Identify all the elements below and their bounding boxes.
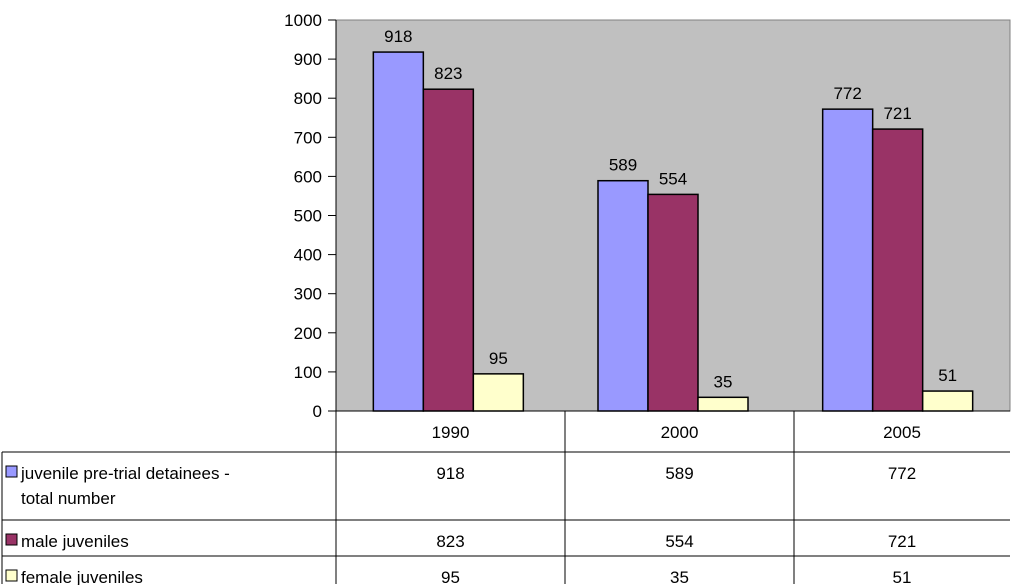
y-tick-label-200: 200 <box>294 324 322 343</box>
data-table: 1990 2000 2005 juvenile pre-trial detainees… <box>1 410 1010 585</box>
y-tick-label-900: 900 <box>294 50 322 69</box>
y-tick-label-600: 600 <box>294 167 322 186</box>
bar-1990-series-0 <box>372 51 425 412</box>
table-value-series-2-1990: 95 <box>441 568 460 585</box>
category-label-2000: 2000 <box>661 423 699 442</box>
bar-2005-series-1 <box>871 128 924 412</box>
table-value-series-1-1990: 823 <box>436 532 464 551</box>
y-tick-label-400: 400 <box>294 246 322 265</box>
legend-label-series-1-line-0: male juveniles <box>21 532 129 551</box>
data-label-2000-series-0: 589 <box>609 156 637 175</box>
legend-key-series-1 <box>5 533 18 546</box>
data-label-2005-series-0: 772 <box>833 84 861 103</box>
bar-2000-series-1 <box>647 193 699 412</box>
table-value-series-1-2005: 721 <box>888 532 916 551</box>
y-tick-label-500: 500 <box>294 207 322 226</box>
table-value-series-2-2000: 35 <box>670 568 689 585</box>
y-tick-label-300: 300 <box>294 285 322 304</box>
bar-2000-series-2 <box>697 396 749 412</box>
y-tick-label-700: 700 <box>294 128 322 147</box>
legend-label-series-0-line-0: juvenile pre-trial detainees - <box>20 464 230 483</box>
y-tick-label-800: 800 <box>294 89 322 108</box>
legend-key-series-0 <box>5 465 18 478</box>
y-tick-label-1000: 1000 <box>284 11 322 30</box>
bar-1990-series-2 <box>472 373 525 412</box>
y-axis: 0 100 200 300 400 500 600 700 800 900 1000 <box>284 11 337 421</box>
bar-1990-series-1 <box>422 88 475 412</box>
category-label-1990: 1990 <box>432 423 470 442</box>
category-label-2005: 2005 <box>883 423 921 442</box>
data-labels: 918 823 95 589 554 35 772 721 51 <box>384 27 957 391</box>
y-tick-label-0: 0 <box>313 402 322 421</box>
bars-layer <box>372 51 974 412</box>
table-value-series-0-2005: 772 <box>888 464 916 483</box>
data-label-2005-series-1: 721 <box>883 104 911 123</box>
legend-key-series-2 <box>5 569 18 582</box>
table-value-series-2-2005: 51 <box>893 568 912 585</box>
data-label-2000-series-2: 35 <box>714 372 733 391</box>
bar-2005-series-0 <box>821 108 874 412</box>
data-label-1990-series-1: 823 <box>434 64 462 83</box>
data-label-1990-series-0: 918 <box>384 27 412 46</box>
y-tick-label-100: 100 <box>294 363 322 382</box>
table-value-series-0-1990: 918 <box>436 464 464 483</box>
bar-2000-series-0 <box>597 179 649 412</box>
legend-label-series-0-line-1: total number <box>21 489 116 508</box>
data-label-1990-series-2: 95 <box>489 349 508 368</box>
legend-label-series-2-line-0: female juveniles <box>21 568 143 585</box>
table-value-series-0-2000: 589 <box>665 464 693 483</box>
table-value-series-1-2000: 554 <box>665 532 693 551</box>
data-label-2000-series-1: 554 <box>659 169 687 188</box>
bar-2005-series-2 <box>921 390 974 412</box>
data-label-2005-series-2: 51 <box>938 366 957 385</box>
